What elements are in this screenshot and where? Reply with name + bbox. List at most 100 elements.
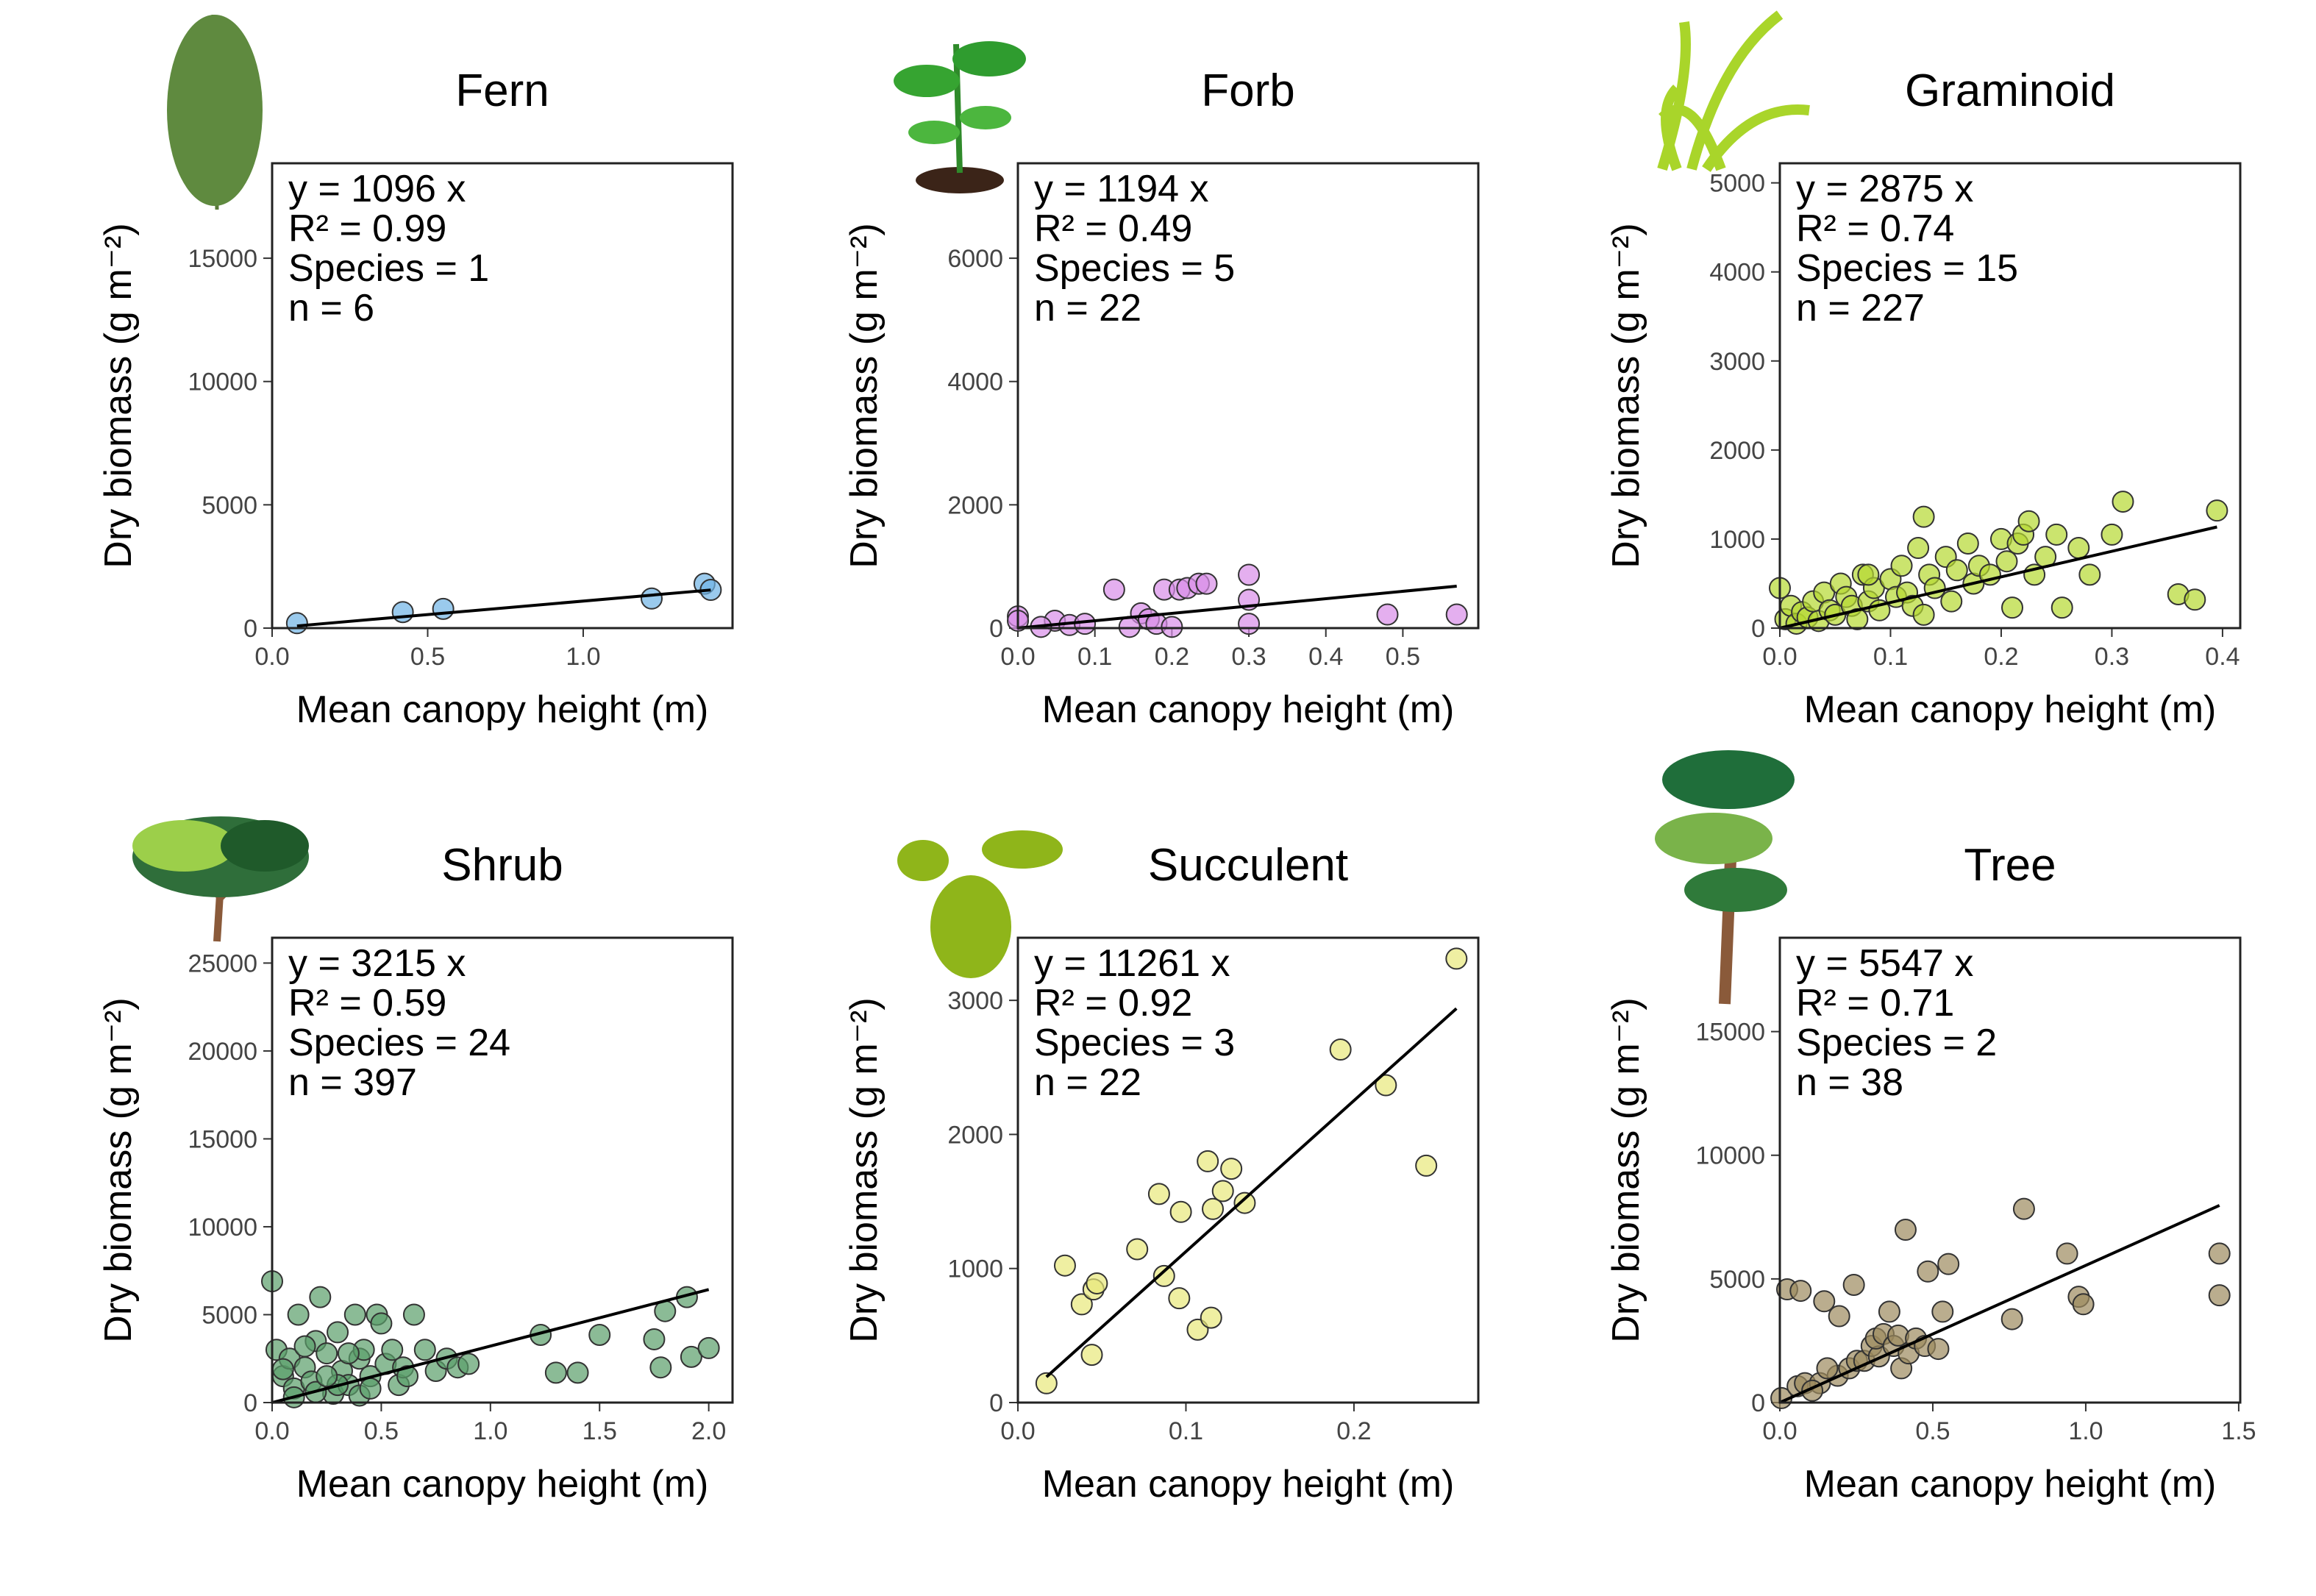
data-point (1375, 1074, 1397, 1097)
x-tick-label: 0.1 (1077, 643, 1112, 671)
y-tick-label: 0 (243, 615, 257, 643)
x-tick-label: 0.0 (254, 1417, 289, 1445)
y-tick-label: 15000 (188, 1125, 257, 1153)
data-point (1945, 559, 1968, 582)
x-tick-label: 2.0 (691, 1417, 726, 1445)
data-point (1233, 1191, 1256, 1214)
panel-title: Forb (1201, 65, 1294, 116)
annotation: R² = 0.71 (1796, 982, 1954, 1025)
plot-frame (271, 936, 734, 1404)
data-point (1195, 572, 1218, 595)
fern-icon (167, 14, 263, 210)
data-point (1102, 578, 1125, 601)
fit-line (1017, 584, 1457, 630)
x-tick-label: 0.0 (254, 643, 289, 671)
y-tick-label: 3000 (1709, 348, 1765, 376)
annotation: y = 11261 x (1034, 942, 1230, 985)
data-point (1894, 1219, 1917, 1241)
fit-line (1045, 1007, 1458, 1378)
x-axis-label: Mean canopy height (m) (1804, 1463, 2217, 1506)
x-tick-label: 0.0 (1000, 643, 1035, 671)
data-point (457, 1353, 480, 1375)
data-point (1035, 1372, 1058, 1394)
x-tick-label: 0.4 (1308, 643, 1343, 671)
fit-line (1779, 525, 2217, 630)
data-point (2112, 491, 2134, 513)
data-point (1917, 1260, 1939, 1283)
panel-title: Tree (1964, 840, 2056, 891)
data-point (1118, 616, 1141, 638)
x-tick-label: 0.5 (410, 643, 445, 671)
y-axis-label: Dry biomass (g m⁻²) (97, 223, 140, 568)
y-tick-label: 0 (1751, 1389, 1765, 1417)
data-point (1927, 1338, 1950, 1361)
data-point (1445, 603, 1468, 626)
tree-icon (1655, 750, 1795, 1005)
annotation: R² = 0.92 (1034, 982, 1192, 1025)
data-point (1238, 613, 1261, 635)
data-point (1890, 555, 1913, 577)
y-tick-label: 10000 (188, 1214, 257, 1241)
annotation: Species = 15 (1796, 247, 2018, 290)
y-tick-label: 15000 (1695, 1019, 1765, 1047)
annotation: Species = 24 (288, 1022, 510, 1064)
data-point (327, 1321, 349, 1344)
y-axis-label: Dry biomass (g m⁻²) (1605, 997, 1647, 1342)
data-point (1070, 1293, 1093, 1316)
annotation: Species = 3 (1034, 1022, 1235, 1064)
data-point (309, 1286, 332, 1308)
panel-title: Shrub (441, 840, 563, 891)
data-point (1329, 1039, 1352, 1061)
data-point (1912, 505, 1935, 528)
data-point (1789, 1280, 1812, 1303)
data-point (1878, 1300, 1900, 1323)
y-tick-label: 5000 (1709, 1266, 1765, 1294)
data-point (316, 1365, 338, 1388)
plot-frame (1778, 162, 2242, 630)
data-point (1813, 1290, 1836, 1313)
plot-frame (271, 162, 734, 630)
x-tick-label: 0.2 (1984, 643, 2018, 671)
succulent-icon (897, 830, 1063, 978)
x-tick-label: 1.0 (473, 1417, 507, 1445)
y-tick-label: 0 (1751, 615, 1765, 643)
data-point (1126, 1238, 1149, 1261)
data-point (2208, 1242, 2231, 1265)
data-point (1937, 1253, 1960, 1275)
data-point (402, 1303, 425, 1326)
annotation: R² = 0.49 (1034, 207, 1192, 250)
y-axis-label: Dry biomass (g m⁻²) (843, 223, 886, 568)
data-point (643, 1328, 666, 1350)
data-point (2072, 1293, 2095, 1316)
y-tick-label: 6000 (947, 245, 1003, 273)
annotation: Species = 5 (1034, 247, 1235, 290)
y-tick-label: 5000 (202, 1301, 257, 1329)
x-tick-label: 1.5 (582, 1417, 617, 1445)
y-tick-label: 0 (989, 615, 1003, 643)
annotation: y = 1096 x (288, 168, 466, 210)
data-point (1842, 1273, 1865, 1296)
data-point (381, 1339, 404, 1361)
data-point (2012, 1197, 2035, 1220)
forb-icon (894, 41, 1026, 193)
x-tick-label: 0.1 (1873, 643, 1908, 671)
data-point (2000, 1308, 2023, 1330)
data-point (2078, 563, 2101, 586)
data-point (1415, 1154, 1438, 1177)
data-point (271, 1358, 294, 1381)
x-tick-label: 1.0 (2068, 1417, 2103, 1445)
x-tick-label: 1.5 (2221, 1417, 2256, 1445)
data-point (316, 1342, 338, 1365)
data-point (1816, 1357, 1839, 1380)
data-point (2056, 1242, 2078, 1265)
data-point (293, 1335, 316, 1358)
data-point (2050, 596, 2073, 619)
data-point (697, 1336, 720, 1359)
y-tick-label: 5000 (1709, 170, 1765, 198)
data-point (2101, 523, 2123, 546)
data-point (1956, 532, 1979, 555)
data-point (1995, 550, 2018, 573)
data-point (396, 1365, 419, 1388)
data-point (287, 1303, 310, 1326)
data-point (1197, 1150, 1219, 1172)
